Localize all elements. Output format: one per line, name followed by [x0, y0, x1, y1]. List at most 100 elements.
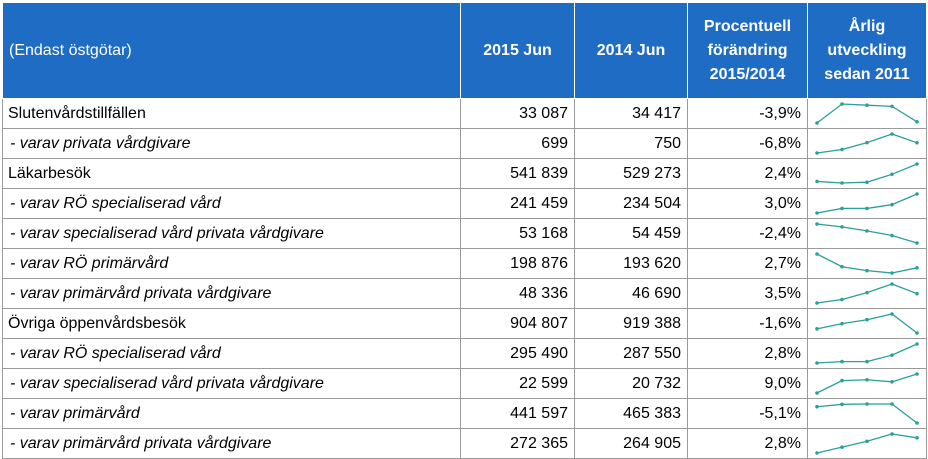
change-percent: 2,4% [687, 158, 808, 189]
sparkline-point [865, 402, 869, 406]
sparkline-point [915, 421, 919, 425]
table-row: - varav specialiserad vård privata vårdg… [2, 368, 927, 399]
sparkline-point [815, 451, 819, 455]
table-row: - varav primärvård privata vårdgivare 272… [2, 428, 927, 459]
value-2014: 750 [574, 128, 688, 159]
sparkline [815, 372, 919, 395]
sparkline [815, 432, 919, 455]
sparkline-point [890, 282, 894, 286]
sparkline-point [865, 268, 869, 273]
header-trend: Årlig utveckling sedan 2011 [807, 2, 927, 99]
sparkline-point [890, 104, 894, 109]
header-change-line: förändring [707, 41, 788, 59]
header-change-line: 2015/2014 [709, 65, 786, 83]
sparkline-point [865, 317, 869, 322]
row-label: Slutenvårdstillfällen [2, 98, 461, 129]
row-label: - varav primärvård privata vårdgivare [2, 428, 461, 459]
row-label: - varav primärvård [2, 398, 461, 429]
header-scope-label: (Endast östgötar) [2, 2, 461, 99]
table-row: - varav RÖ specialiserad vård 295 490 287 … [2, 338, 927, 369]
table-row: - varav RÖ primärvård 198 876 193 620 2,7% [2, 248, 927, 279]
sparkline-line [816, 373, 918, 394]
sparkline-point [915, 141, 919, 145]
value-2015: 241 459 [460, 188, 575, 219]
sparkline [815, 162, 919, 185]
sparkline-point [815, 211, 819, 215]
sparkline [815, 282, 919, 305]
value-2015: 22 599 [460, 368, 575, 399]
sparkline-cell [807, 188, 927, 219]
value-2015: 441 597 [460, 398, 575, 429]
sparkline-point [840, 264, 844, 269]
sparkline-cell [807, 98, 927, 129]
sparkline-point [915, 291, 919, 296]
sparkline-point [815, 404, 819, 409]
table-row: - varav primärvård privata vårdgivare 48 … [2, 278, 927, 309]
sparkline-point [840, 378, 844, 383]
header-trend-line: Årlig [848, 17, 886, 35]
value-2015: 904 807 [460, 308, 575, 339]
value-2014: 234 504 [574, 188, 688, 219]
sparkline-point [890, 271, 894, 275]
sparkline [815, 132, 919, 155]
change-percent: 9,0% [687, 368, 808, 399]
sparkline-cell [807, 338, 927, 369]
table-row: - varav specialiserad vård privata vårdg… [2, 218, 927, 249]
sparkline-point [840, 147, 844, 152]
sparkline-point [865, 229, 869, 233]
row-label: - varav privata vårdgivare [2, 128, 461, 159]
sparkline-cell [807, 128, 927, 159]
sparkline-point [865, 439, 869, 444]
sparkline-point [815, 301, 819, 305]
sparkline-point [890, 202, 894, 207]
value-2014: 465 383 [574, 398, 688, 429]
sparkline-cell [807, 248, 927, 279]
sparkline-point [865, 140, 869, 145]
sparkline-point [815, 222, 819, 226]
sparkline-point [890, 172, 894, 177]
value-2015: 272 365 [460, 428, 575, 459]
change-percent: -2,4% [687, 218, 808, 249]
change-percent: 3,5% [687, 278, 808, 309]
sparkline-point [915, 372, 919, 376]
sparkline-point [815, 121, 819, 125]
sparkline-point [840, 102, 844, 106]
sparkline-line [816, 223, 918, 244]
value-2015: 541 839 [460, 158, 575, 189]
sparkline-cell [807, 368, 927, 399]
table-row: Övriga öppenvårdsbesök 904 807 919 388 -1,6… [2, 308, 927, 339]
sparkline-point [840, 297, 844, 302]
sparkline-point [840, 359, 844, 364]
row-label: - varav primärvård privata vårdgivare [2, 278, 461, 309]
change-percent: -1,6% [687, 308, 808, 339]
table-row: - varav RÖ specialiserad vård 241 459 234 … [2, 188, 927, 219]
header-trend-line: sedan 2011 [824, 65, 910, 83]
sparkline-point [890, 132, 894, 136]
sparkline-point [840, 206, 844, 211]
sparkline-point [915, 120, 919, 124]
sparkline-cell [807, 158, 927, 189]
row-label: - varav specialiserad vård privata vårdg… [2, 368, 461, 399]
sparkline-point [815, 361, 819, 365]
sparkline-point [840, 181, 844, 185]
sparkline-point [865, 377, 869, 382]
sparkline-point [890, 353, 894, 357]
value-2015: 699 [460, 128, 575, 159]
change-percent: -5,1% [687, 398, 808, 429]
sparkline-point [890, 402, 894, 406]
row-label: Läkarbesök [2, 158, 461, 189]
sparkline-point [815, 151, 819, 155]
sparkline-point [890, 380, 894, 384]
row-label: Övriga öppenvårdsbesök [2, 308, 461, 339]
change-percent: -3,9% [687, 98, 808, 129]
value-2015: 295 490 [460, 338, 575, 369]
sparkline-point [815, 391, 819, 395]
value-2015: 53 168 [460, 218, 575, 249]
sparkline-point [865, 103, 869, 107]
sparkline-point [915, 162, 919, 166]
change-percent: -6,8% [687, 128, 808, 159]
sparkline-point [915, 331, 919, 335]
sparkline-point [915, 241, 919, 245]
sparkline-cell [807, 428, 927, 459]
